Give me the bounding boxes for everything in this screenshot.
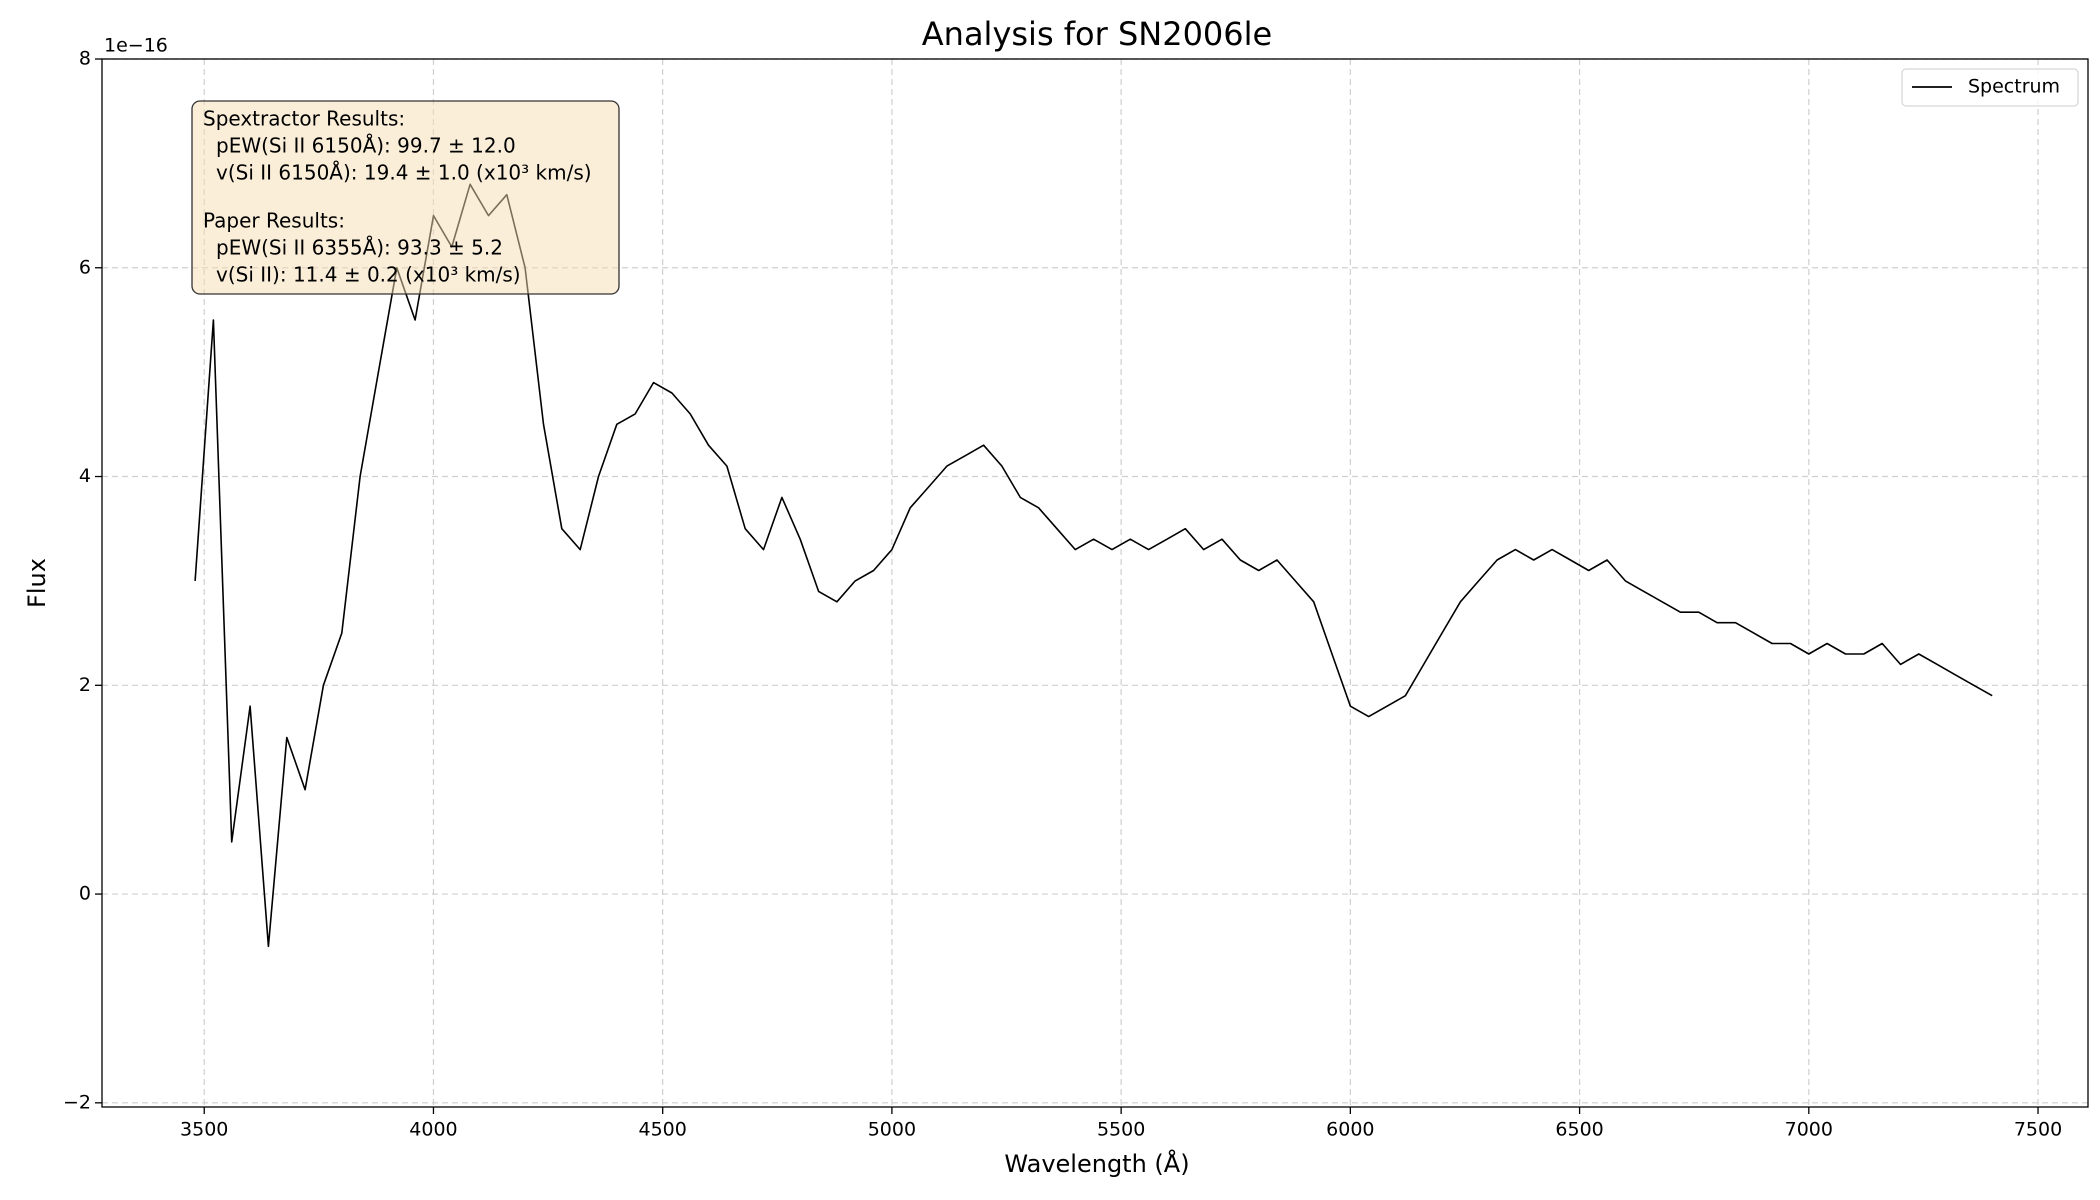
annotation-line: v(Si II): 11.4 ± 0.2 (x10³ km/s)	[216, 263, 521, 287]
y-tick-label: 0	[79, 883, 91, 905]
y-tick-label: 6	[79, 256, 91, 278]
y-tick-label: 4	[79, 465, 91, 487]
x-tick-label: 4500	[639, 1119, 687, 1141]
y-tick-label: 2	[79, 674, 91, 696]
y-offset-text: 1e−16	[104, 35, 168, 57]
y-axis-label: Flux	[23, 558, 51, 608]
annotation-heading: Paper Results:	[203, 209, 345, 233]
chart-title: Analysis for SN2006le	[922, 15, 1272, 53]
annotation-heading: Spextractor Results:	[203, 107, 405, 131]
x-tick-label: 5000	[868, 1119, 916, 1141]
annotation-line: v(Si II 6150Å): 19.4 ± 1.0 (x10³ km/s)	[216, 161, 592, 185]
x-tick-label: 7000	[1785, 1119, 1833, 1141]
annotation-line: pEW(Si II 6355Å): 93.3 ± 5.2	[216, 236, 503, 260]
x-tick-label: 4000	[409, 1119, 457, 1141]
x-tick-label: 7500	[2014, 1119, 2062, 1141]
annotation-line: pEW(Si II 6150Å): 99.7 ± 12.0	[216, 134, 516, 158]
x-tick-label: 6500	[1555, 1119, 1603, 1141]
x-axis-label: Wavelength (Å)	[1004, 1149, 1189, 1178]
y-tick-label: 8	[79, 48, 91, 70]
spectrum-line	[194, 183, 1993, 948]
plot-frame	[101, 58, 2089, 1108]
legend-label: Spectrum	[1968, 76, 2060, 98]
x-tick-label: 5500	[1097, 1119, 1145, 1141]
x-tick-label: 3500	[180, 1119, 228, 1141]
annotation-box	[191, 100, 620, 295]
x-tick-label: 6000	[1326, 1119, 1374, 1141]
legend-box	[1901, 68, 2079, 107]
y-tick-label: −2	[63, 1091, 91, 1113]
